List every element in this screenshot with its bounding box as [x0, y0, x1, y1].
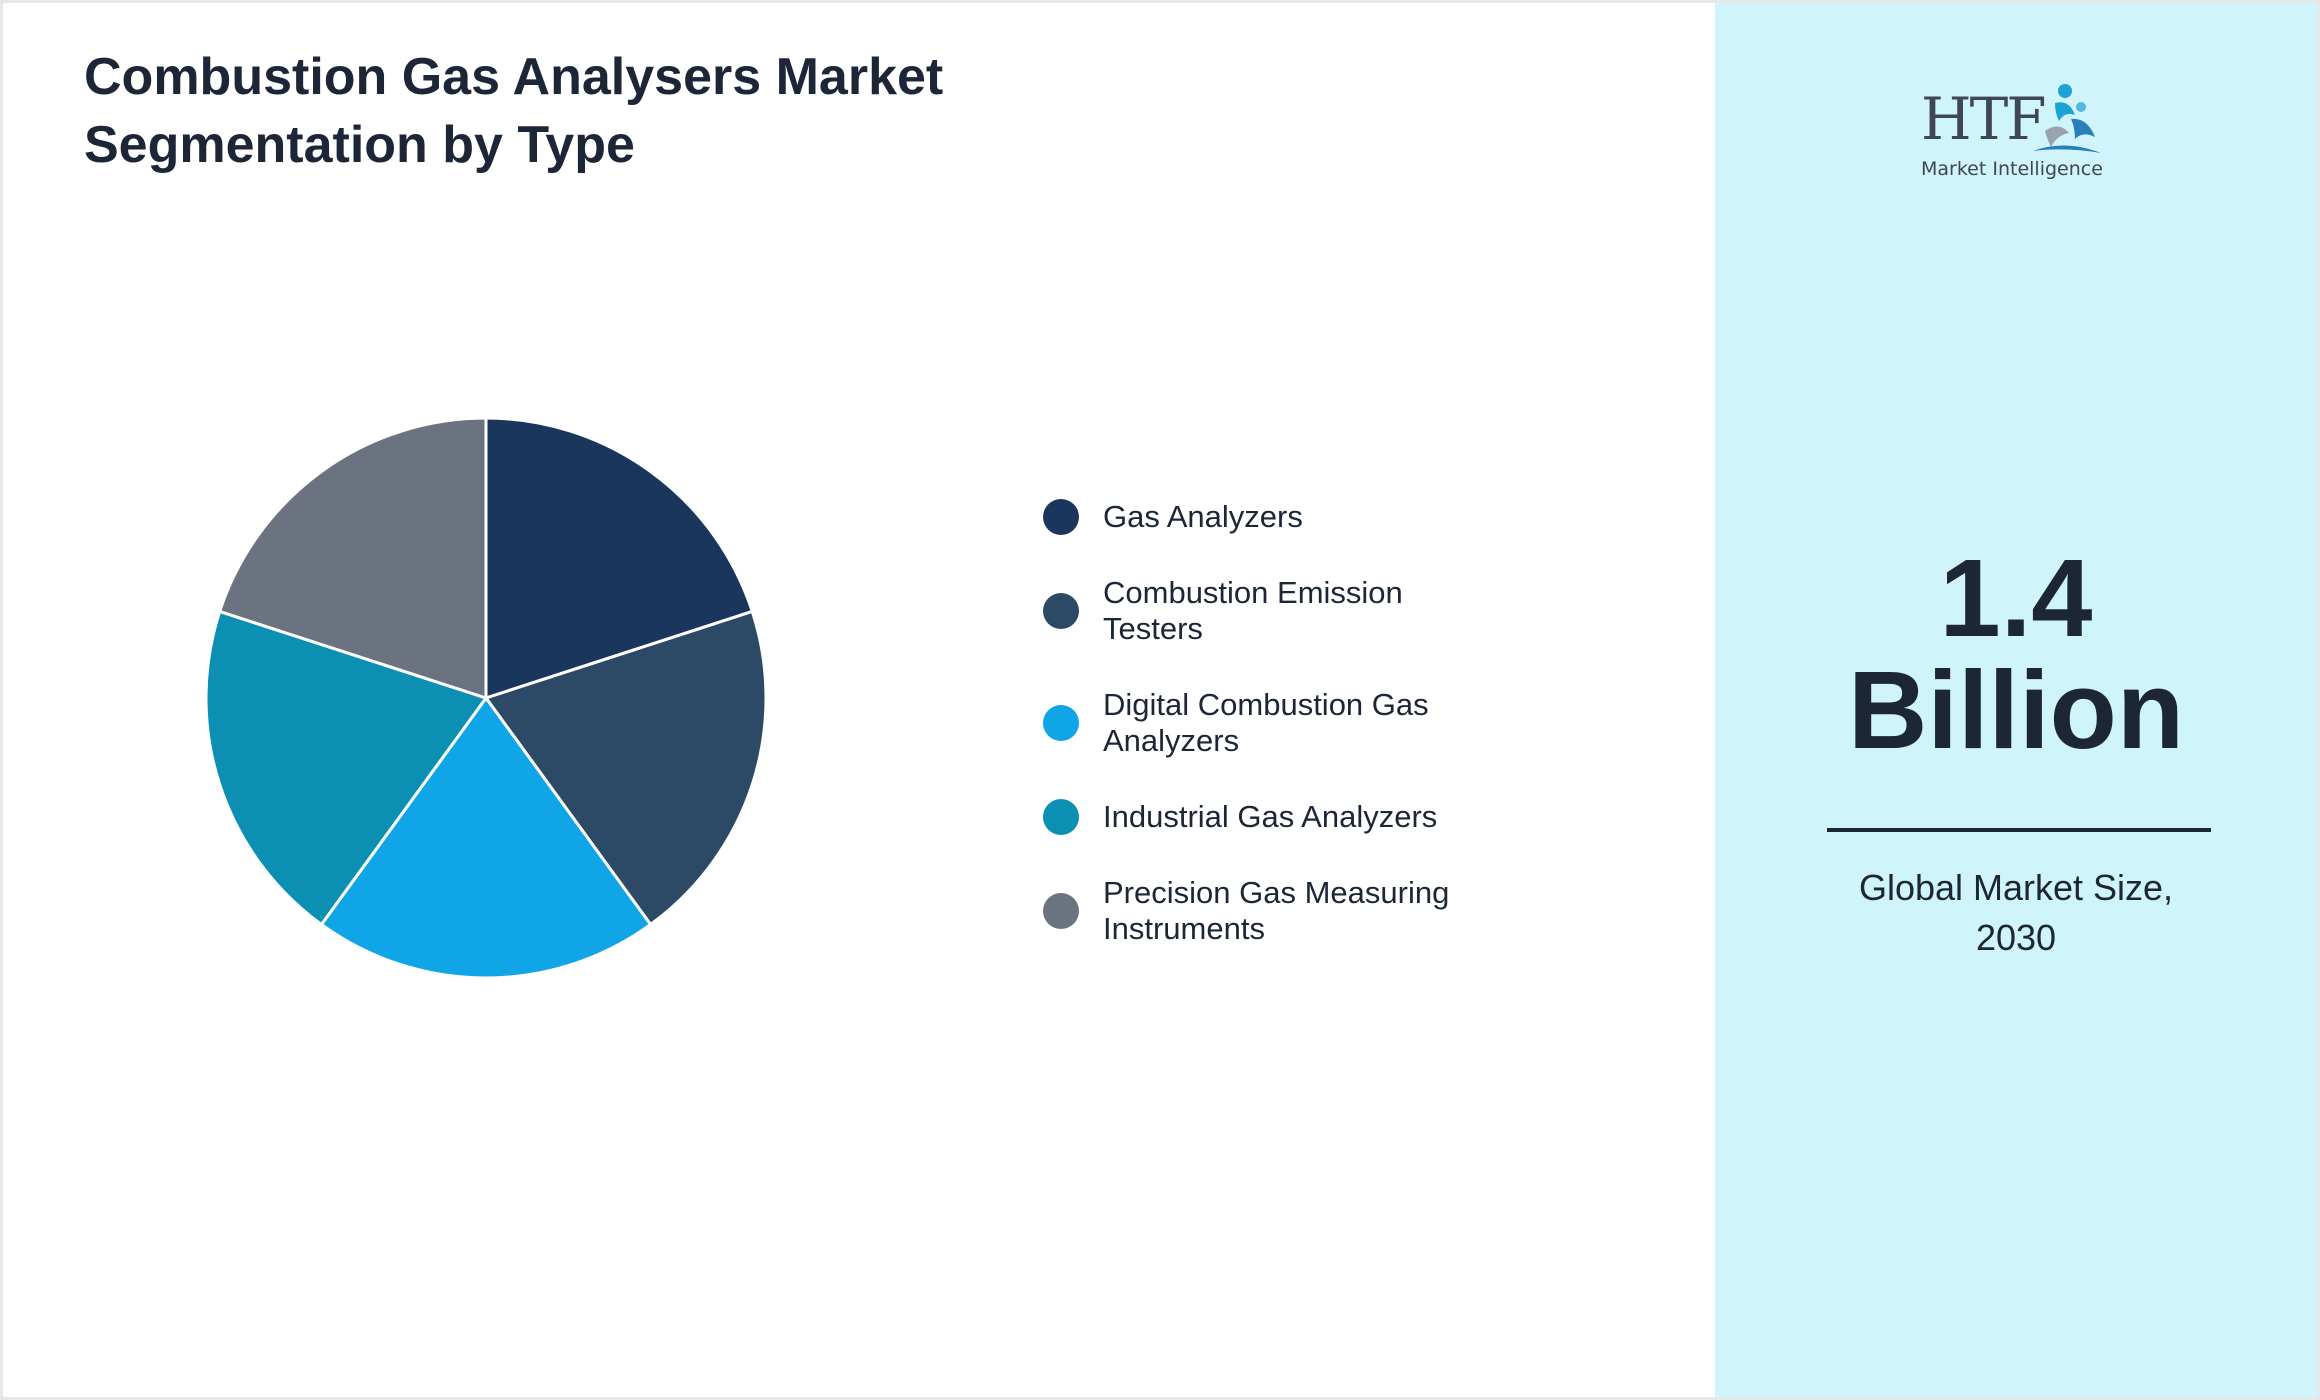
market-size-panel: HTF Market Intelligence 1.4 Billion Glob… [1715, 3, 2317, 1397]
legend-label: Gas Analyzers [1103, 499, 1303, 534]
pie-slice-precision-gas-measuring-instruments [218, 416, 488, 700]
chart-legend: Gas Analyzers Combustion Emission Testers… [1043, 499, 1663, 987]
legend-swatch [1043, 893, 1079, 929]
chart-panel: Combustion Gas Analysers Market Segmenta… [3, 3, 1715, 1397]
pie-slice-combustion-emission-testers [484, 609, 768, 927]
pie-slice-industrial-gas-analyzers [204, 609, 488, 927]
legend-item: Combustion Emission Testers [1043, 575, 1663, 647]
legend-label: Precision Gas Measuring Instruments [1103, 875, 1450, 946]
legend-label: Industrial Gas Analyzers [1103, 799, 1438, 834]
legend-item: Digital Combustion Gas Analyzers [1043, 687, 1663, 759]
legend-item: Precision Gas Measuring Instruments [1043, 875, 1663, 947]
htf-logo: HTF Market Intelligence [1921, 79, 2111, 189]
market-size-unit: Billion [1847, 649, 2185, 772]
legend-label: Combustion Emission Testers [1103, 575, 1403, 646]
logo-subtitle: Market Intelligence [1921, 158, 2103, 180]
legend-swatch [1043, 499, 1079, 535]
market-size-caption: Global Market Size, 2030 [1858, 867, 2174, 958]
divider [1827, 828, 2211, 832]
chart-title: Combustion Gas Analysers Market Segmenta… [84, 48, 944, 174]
pie-slice-digital-combustion-gas-analyzers [319, 696, 653, 980]
pie-chart [204, 416, 768, 980]
market-size-number: 1.4 [1939, 537, 2093, 660]
legend-swatch [1043, 705, 1079, 741]
logo-figures-icon [2033, 84, 2101, 153]
legend-swatch [1043, 593, 1079, 629]
market-size-value: 1.4 Billion [1715, 543, 2317, 767]
legend-item: Industrial Gas Analyzers [1043, 799, 1663, 835]
logo-wordmark: HTF [1921, 85, 2047, 153]
pie-slice-gas-analyzers [484, 416, 754, 700]
legend-item: Gas Analyzers [1043, 499, 1663, 535]
report-frame: Combustion Gas Analysers Market Segmenta… [3, 3, 2317, 1397]
legend-label: Digital Combustion Gas Analyzers [1103, 687, 1429, 758]
legend-swatch [1043, 799, 1079, 835]
